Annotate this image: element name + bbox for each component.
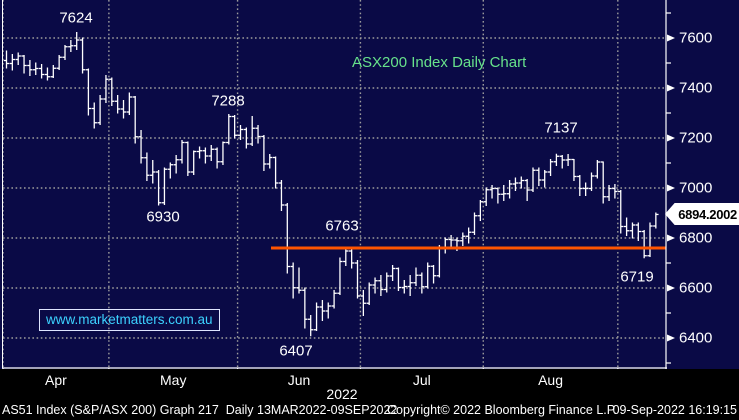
price-annotation-6930: 6930	[146, 208, 180, 226]
y-axis-label: 7200	[679, 129, 713, 147]
x-axis-month-label: Aug	[538, 372, 564, 388]
x-axis-month-label: May	[159, 372, 187, 388]
price-annotation-6407: 6407	[279, 342, 313, 360]
year-label: 2022	[326, 386, 358, 402]
price-annotation-6719: 6719	[620, 268, 654, 286]
y-major-tick-arrow	[667, 334, 675, 342]
y-axis-label: 6800	[679, 229, 713, 247]
y-major-tick-arrow	[667, 184, 675, 192]
price-annotation-7624: 7624	[59, 9, 93, 27]
y-axis-label: 7400	[679, 79, 713, 97]
y-major-tick-arrow	[667, 234, 675, 242]
marketmatters-link[interactable]: www.marketmatters.com.au	[39, 309, 220, 331]
y-axis-label: 6400	[679, 329, 713, 347]
status-instrument: AS51 Index (S&P/ASX 200) Graph 217 Daily…	[2, 403, 398, 417]
y-axis-label: 7600	[679, 29, 713, 47]
price-annotation-6763: 6763	[325, 217, 359, 235]
x-axis-month-label: Apr	[45, 372, 67, 388]
status-datetime: 09-Sep-2022 16:19:15	[612, 403, 737, 417]
y-major-tick-arrow	[667, 34, 675, 42]
y-major-tick-arrow	[667, 84, 675, 92]
last-price-tag: 6894.2002	[665, 203, 739, 225]
y-axis-label: 7000	[679, 179, 713, 197]
price-annotation-7137: 7137	[544, 119, 578, 137]
status-copyright: Copyright© 2022 Bloomberg Finance L.P.	[387, 403, 617, 417]
y-major-tick-arrow	[667, 284, 675, 292]
chart-title: ASX200 Index Daily Chart	[352, 54, 527, 71]
x-axis-month-label: Jul	[412, 372, 431, 388]
price-annotation-7288: 7288	[211, 92, 245, 110]
x-axis-month-label: Jun	[287, 372, 311, 388]
y-major-tick-arrow	[667, 134, 675, 142]
x-axis-and-status-area: Apr May Jun Jul Aug 2022 AS51 Index (S&P/ASX…	[0, 369, 739, 420]
status-bar: AS51 Index (S&P/ASX 200) Graph 217 Daily…	[0, 403, 739, 420]
y-axis-label: 6600	[679, 279, 713, 297]
